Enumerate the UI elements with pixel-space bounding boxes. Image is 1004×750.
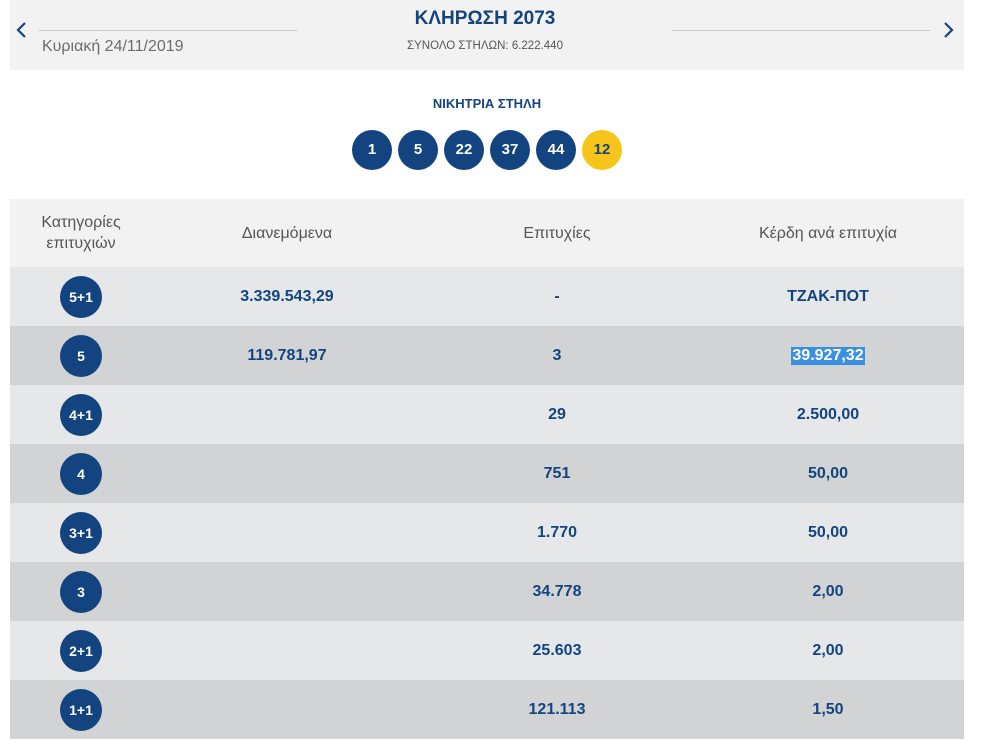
- distributed-cell: 3.339.543,29: [240, 287, 334, 305]
- category-badge: 3+1: [60, 511, 102, 554]
- distributed-cell: 119.781,97: [247, 346, 327, 364]
- table-row: 4+1 29 2.500,00: [10, 385, 964, 444]
- table-row: 5+1 3.339.543,29 - ΤΖΑΚ-ΠΟΤ: [10, 267, 964, 326]
- category-badge: 1+1: [60, 688, 102, 731]
- table-row: 5 119.781,97 3 39.927,32: [10, 326, 964, 385]
- prize-cell-selected: 39.927,32: [791, 346, 865, 365]
- winning-number-ball: 1: [352, 130, 392, 170]
- distributed-cell: [152, 562, 422, 621]
- category-badge: 3: [60, 570, 102, 613]
- distributed-cell: [152, 385, 422, 444]
- header-category-line1: Κατηγορίες: [41, 214, 121, 231]
- joker-number-ball: 12: [582, 130, 622, 170]
- winners-cell: 29: [548, 405, 566, 423]
- winning-number-ball: 22: [444, 130, 484, 170]
- winners-cell: 121.113: [528, 700, 586, 718]
- header-category-line2: επιτυχιών: [46, 235, 116, 252]
- winners-cell: 751: [543, 464, 571, 482]
- winners-cell: -: [554, 287, 560, 305]
- prize-cell: 1,50: [812, 700, 844, 718]
- header-distributed: Διανεμόμενα: [241, 224, 333, 242]
- prize-cell: 2.500,00: [796, 405, 860, 423]
- winning-column-label: ΝΙΚΗΤΡΙΑ ΣΤΗΛΗ: [432, 96, 542, 111]
- draw-header: Κυριακή 24/11/2019 ΚΛΗΡΩΣΗ 2073 ΣΥΝΟΛΟ Σ…: [10, 0, 964, 70]
- table-row: 4 751 50,00: [10, 444, 964, 503]
- prize-cell: ΤΖΑΚ-ΠΟΤ: [787, 287, 869, 305]
- table-row: 3 34.778 2,00: [10, 562, 964, 621]
- winning-number-ball: 5: [398, 130, 438, 170]
- table-row: 1+1 121.113 1,50: [10, 680, 964, 739]
- total-columns: ΣΥΝΟΛΟ ΣΤΗΛΩΝ: 6.222.440: [407, 40, 563, 52]
- table-header: Κατηγορίες επιτυχιών Διανεμόμενα Επιτυχί…: [10, 199, 964, 267]
- distributed-cell: [152, 444, 422, 503]
- prize-cell: 2,00: [812, 582, 844, 600]
- prize-cell: 50,00: [807, 464, 849, 482]
- winners-cell: 1.770: [536, 523, 578, 541]
- table-row: 3+1 1.770 50,00: [10, 503, 964, 562]
- draw-title: ΚΛΗΡΩΣΗ 2073: [414, 8, 556, 29]
- table-row: 2+1 25.603 2,00: [10, 621, 964, 680]
- category-badge: 2+1: [60, 629, 102, 672]
- category-badge: 4: [60, 452, 102, 495]
- prize-table: Κατηγορίες επιτυχιών Διανεμόμενα Επιτυχί…: [10, 199, 964, 739]
- chevron-left-icon[interactable]: [12, 18, 32, 42]
- header-winners: Επιτυχίες: [523, 224, 591, 242]
- header-category: Κατηγορίες επιτυχιών: [10, 199, 152, 267]
- draw-date: Κυριακή 24/11/2019: [42, 38, 184, 55]
- winners-cell: 25.603: [532, 641, 582, 659]
- category-badge: 5+1: [60, 275, 102, 318]
- winners-cell: 34.778: [532, 582, 582, 600]
- winning-number-ball: 44: [536, 130, 576, 170]
- header-divider-left: [39, 30, 297, 31]
- distributed-cell: [152, 621, 422, 680]
- category-badge: 5: [60, 334, 102, 377]
- distributed-cell: [152, 680, 422, 739]
- winning-number-ball: 37: [490, 130, 530, 170]
- chevron-right-icon[interactable]: [938, 18, 958, 42]
- header-prize: Κέρδη ανά επιτυχία: [758, 224, 898, 242]
- winners-cell: 3: [552, 346, 562, 364]
- prize-cell: 2,00: [812, 641, 844, 659]
- prize-cell: 50,00: [807, 523, 849, 541]
- header-divider-right: [672, 30, 930, 31]
- distributed-cell: [152, 503, 422, 562]
- category-badge: 4+1: [60, 393, 102, 436]
